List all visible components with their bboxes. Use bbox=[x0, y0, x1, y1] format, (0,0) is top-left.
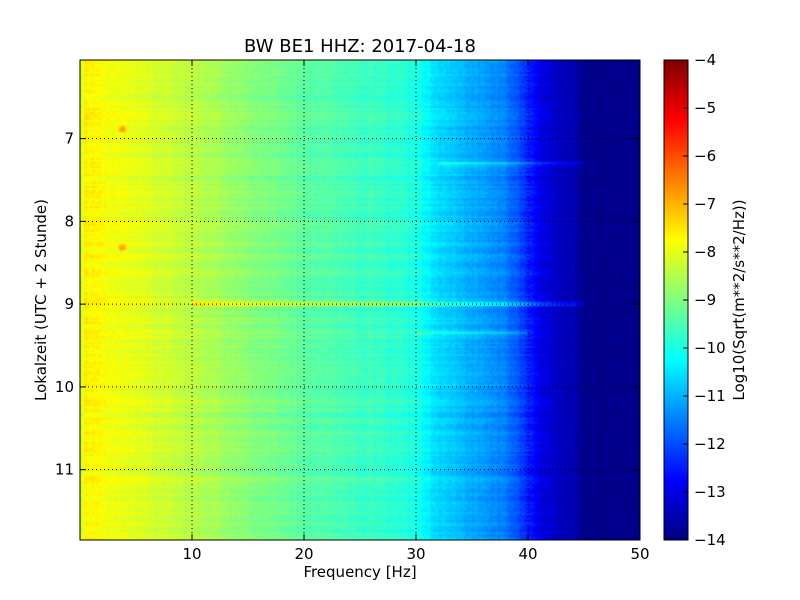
y-tick-label: 11 bbox=[55, 461, 74, 479]
colorbar-tick-label: −11 bbox=[694, 387, 726, 405]
x-axis-label: Frequency [Hz] bbox=[303, 563, 416, 581]
colorbar: −4 −5 −6 −7 −8 −9 −10 −11 −12 −13 −14 Log10(Sqrt(m… bbox=[663, 51, 748, 549]
x-axis-ticks: 10 20 30 40 50 bbox=[182, 60, 650, 563]
colorbar-tick-label: −4 bbox=[694, 51, 716, 69]
colorbar-tick-label: −12 bbox=[694, 435, 726, 453]
colorbar-tick-label: −9 bbox=[694, 291, 716, 309]
colorbar-ticks: −4 −5 −6 −7 −8 −9 −10 −11 −12 −13 −14 bbox=[683, 51, 726, 549]
colorbar-tick-label: −5 bbox=[694, 99, 716, 117]
x-tick-label: 40 bbox=[518, 545, 537, 563]
colorbar-tick-label: −8 bbox=[694, 243, 716, 261]
y-tick-label: 7 bbox=[64, 130, 74, 148]
spectrogram-heatmap bbox=[80, 60, 640, 540]
x-tick-label: 10 bbox=[182, 545, 201, 563]
x-tick-label: 20 bbox=[294, 545, 313, 563]
plot-frame bbox=[79, 59, 641, 541]
y-axis-ticks: 7 8 9 10 11 bbox=[55, 130, 640, 479]
colorbar-tick-label: −14 bbox=[694, 531, 726, 549]
colorbar-label: Log10(Sqrt(m**2/s**2/Hz)) bbox=[730, 199, 748, 400]
y-tick-label: 9 bbox=[64, 295, 74, 313]
y-tick-label: 10 bbox=[55, 378, 74, 396]
colorbar-tick-label: −10 bbox=[694, 339, 726, 357]
colorbar-tick-label: −6 bbox=[694, 147, 716, 165]
y-axis-label: Lokalzeit (UTC + 2 Stunde) bbox=[32, 199, 50, 401]
grid-lines bbox=[80, 60, 640, 540]
x-tick-label: 50 bbox=[630, 545, 649, 563]
colorbar-tick-label: −13 bbox=[694, 483, 726, 501]
y-tick-label: 8 bbox=[64, 212, 74, 230]
x-tick-label: 30 bbox=[406, 545, 425, 563]
chart-title: BW BE1 HHZ: 2017-04-18 bbox=[244, 36, 476, 57]
colorbar-tick-label: −7 bbox=[694, 195, 716, 213]
plot-area: 10 20 30 40 50 7 8 9 10 11 bbox=[55, 59, 650, 563]
